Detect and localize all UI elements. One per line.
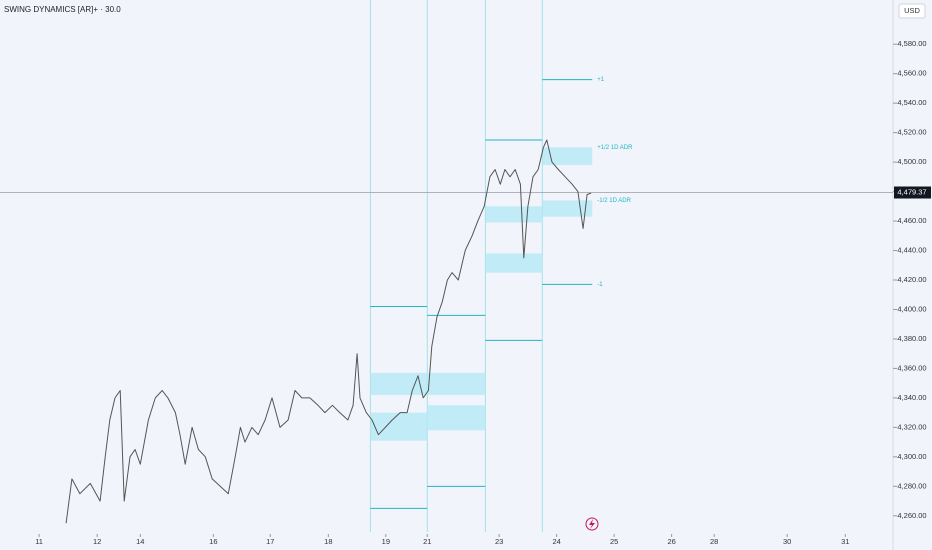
chart-title: SWING DYNAMICS [AR]+ · 30.0: [4, 5, 121, 14]
y-tick-label: 4,380.00: [897, 334, 926, 343]
x-tick-label: 30: [783, 537, 791, 546]
zone: [370, 372, 486, 395]
x-tick-label: 26: [667, 537, 675, 546]
x-tick-label: 18: [324, 537, 332, 546]
zone: [542, 147, 593, 166]
y-tick-label: 4,280.00: [897, 481, 926, 490]
y-tick-label: 4,260.00: [897, 511, 926, 520]
zone-label: -1/2 1D ADR: [597, 198, 631, 204]
x-tick-label: 28: [710, 537, 718, 546]
lightning-icon[interactable]: [585, 517, 599, 531]
y-tick-label: 4,340.00: [897, 393, 926, 402]
x-tick-label: 31: [841, 537, 849, 546]
level-label: -1: [597, 282, 603, 288]
x-tick-label: 19: [382, 537, 390, 546]
y-tick-label: 4,460.00: [897, 216, 926, 225]
y-tick-label: 4,320.00: [897, 422, 926, 431]
y-tick-label: 4,580.00: [897, 39, 926, 48]
currency-box[interactable]: [898, 3, 926, 19]
y-tick-label: 4,300.00: [897, 452, 926, 461]
zone: [427, 405, 486, 431]
x-tick-label: 25: [610, 537, 618, 546]
x-tick-label: 12: [93, 537, 101, 546]
y-tick-label: 4,400.00: [897, 304, 926, 313]
y-tick-label: 4,420.00: [897, 275, 926, 284]
x-tick-label: 17: [266, 537, 274, 546]
zone: [485, 206, 543, 223]
x-tick-label: 16: [209, 537, 217, 546]
last-price-box: [894, 186, 931, 199]
y-tick-label: 4,560.00: [897, 69, 926, 78]
y-tick-label: 4,360.00: [897, 363, 926, 372]
zone-label: +1/2 1D ADR: [597, 145, 633, 151]
currency[interactable]: USD: [904, 6, 920, 15]
x-tick-label: 11: [35, 537, 43, 546]
level-label: +1: [597, 77, 605, 83]
zone: [370, 412, 428, 441]
y-tick-label: 4,540.00: [897, 98, 926, 107]
y-tick-label: 4,500.00: [897, 157, 926, 166]
x-tick-label: 21: [423, 537, 431, 546]
x-tick-label: 14: [136, 537, 144, 546]
price-line: [65, 139, 592, 524]
x-tick-label: 24: [552, 537, 560, 546]
last-price-label: 4,479.37: [897, 187, 926, 196]
y-tick-label: 4,520.00: [897, 128, 926, 137]
y-tick-label: 4,440.00: [897, 246, 926, 255]
zone: [485, 253, 543, 273]
x-tick-label: 23: [495, 537, 503, 546]
